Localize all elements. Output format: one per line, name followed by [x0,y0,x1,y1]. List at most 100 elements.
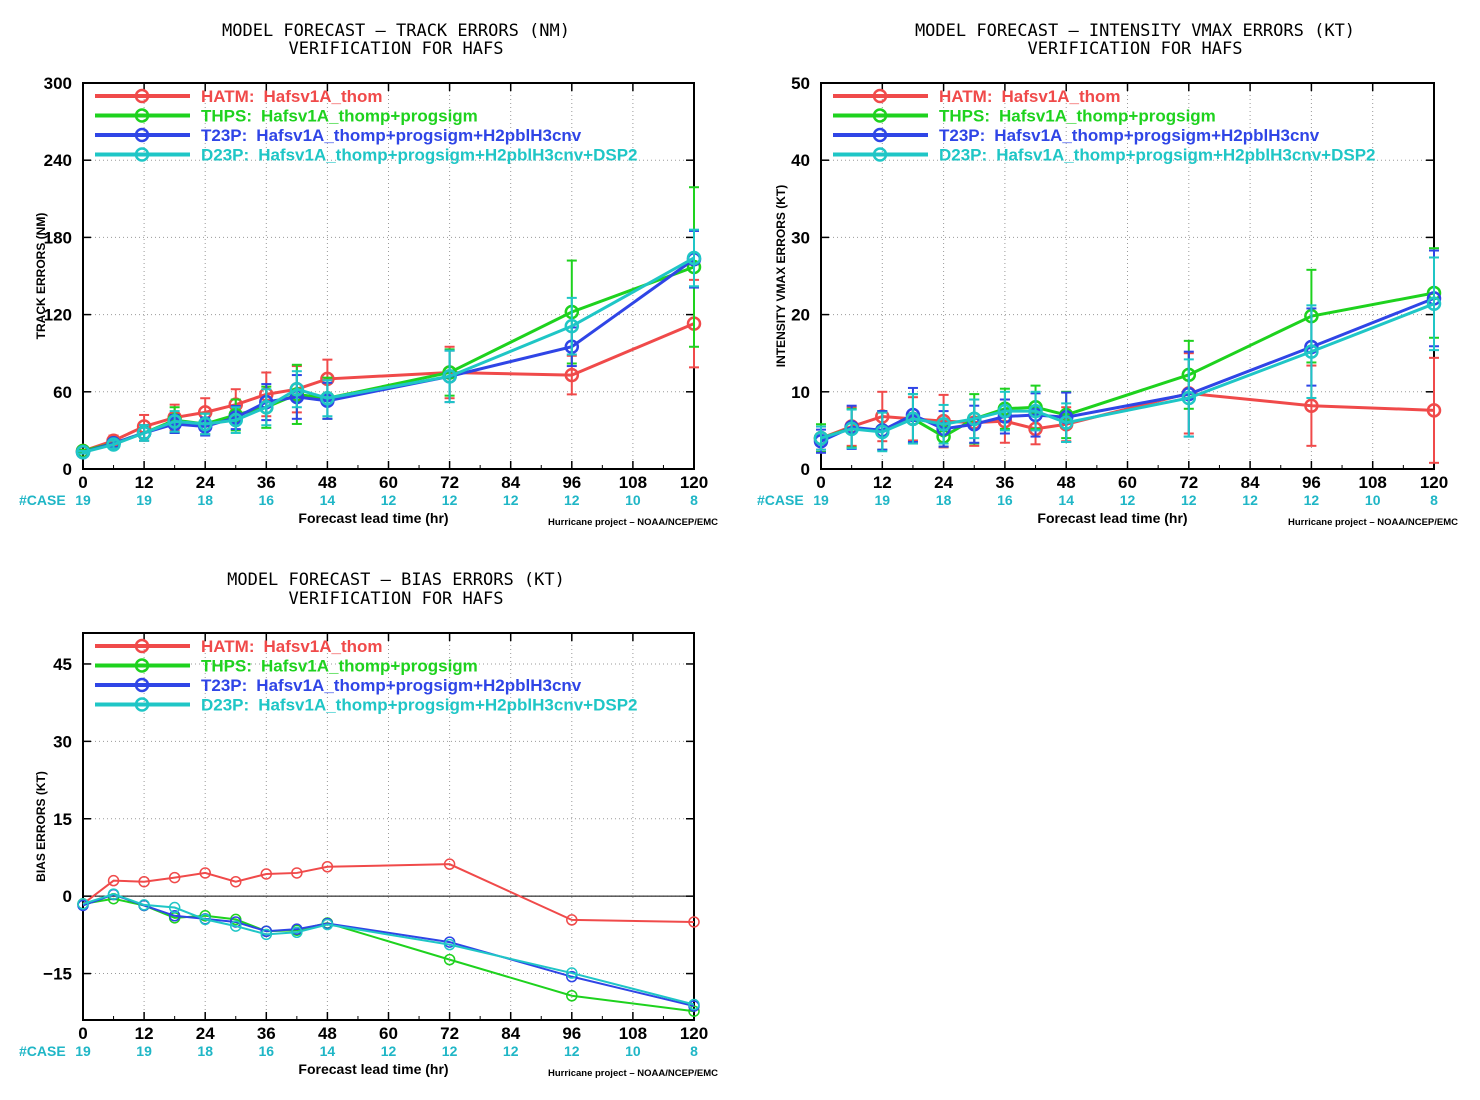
legend-code: THPS: [201,107,252,126]
data-point [688,998,700,1011]
data-point [260,925,273,937]
data-point [1426,296,1442,312]
data-point [168,901,181,914]
data-point [260,928,273,941]
y-tick-label: 30 [791,228,810,247]
legend-code: THPS: [939,107,990,126]
data-point [75,445,91,460]
x-tick-label: 48 [1057,473,1076,492]
data-point [443,938,456,951]
data-point [564,318,580,334]
y-axis-label: BIAS ERRORS (KT) [34,771,48,882]
data-point [936,416,951,432]
legend-label: Hafsv1A_thom [264,87,383,106]
legend-entry-thps: THPS: Hafsv1A_thomp+progsigm [201,657,478,676]
legend-entry-d23p: D23P: Hafsv1A_thomp+progsigm+H2pblH3cnv+D… [201,146,638,165]
x-tick-label: 0 [78,473,87,492]
chart-panel-3: MODEL FORECAST – BIAS ERRORS (KT)VERIFIC… [19,570,718,1079]
case-count: 12 [503,492,519,508]
legend-entry-d23p: D23P: Hafsv1A_thomp+progsigm+H2pblH3cnv+D… [939,146,1376,165]
y-tick-label: 240 [44,151,72,170]
x-tick-label: 12 [135,1024,154,1043]
y-tick-label: 120 [44,306,72,325]
data-point [259,399,274,415]
legend-marker [872,147,888,162]
data-point [197,416,213,432]
data-point [566,914,578,926]
legend-marker [134,677,150,693]
data-point [107,874,120,887]
series-hatm [813,352,1442,464]
case-count: 12 [442,492,458,508]
data-point [566,989,578,1002]
case-count: 12 [442,1043,458,1059]
legend-entry-d23p: D23P: Hafsv1A_thomp+progsigm+H2pblH3cnv+D… [201,696,638,715]
x-tick-label: 84 [1241,473,1260,492]
data-point [291,867,303,879]
y-tick-label: 60 [53,383,72,402]
chart-subtitle: VERIFICATION FOR HAFS [289,589,504,609]
data-point [1426,403,1442,418]
data-point [168,871,181,884]
data-point [813,430,829,446]
legend-marker [134,88,150,104]
legend-label: Hafsv1A_thom [264,637,383,656]
legend-label: Hafsv1A_thomp+progsigm+H2pblH3cnv [256,126,582,145]
case-count: 19 [875,492,891,508]
x-tick-label: 24 [934,473,953,492]
legend-code: T23P: [939,126,985,145]
legend-marker [134,658,150,673]
x-tick-label: 96 [562,1024,581,1043]
case-count: 12 [381,492,397,508]
legend-label: Hafsv1A_thomp+progsigm [261,657,478,676]
y-tick-label: −15 [43,965,72,984]
y-tick-label: 10 [791,383,810,402]
data-point [199,910,211,922]
legend-marker [134,697,150,712]
y-tick-label: 0 [63,460,72,479]
x-tick-label: 96 [1302,473,1321,492]
case-count: 12 [564,1043,580,1059]
chart-title: MODEL FORECAST – BIAS ERRORS (KT) [227,570,565,590]
legend-marker [134,638,150,654]
y-tick-label: 45 [53,655,72,674]
x-tick-label: 108 [1359,473,1387,492]
case-count: 19 [136,1043,152,1059]
y-tick-label: 180 [44,228,72,247]
legend-code: T23P: [201,126,247,145]
y-tick-label: 20 [791,306,810,325]
data-point [1028,403,1043,419]
x-tick-label: 60 [1118,473,1137,492]
case-count: 19 [813,492,829,508]
x-tick-label: 0 [816,473,825,492]
data-point [199,913,211,926]
data-point [688,916,700,928]
data-point [442,369,457,384]
legend-code: D23P: [201,146,249,165]
legend-marker [872,88,888,104]
legend-entry-thps: THPS: Hafsv1A_thomp+progsigm [939,107,1216,126]
data-point [138,875,150,888]
data-point [291,923,303,935]
legend-entry-t23p: T23P: Hafsv1A_thomp+progsigm+H2pblH3cnv [201,126,582,145]
x-tick-label: 24 [196,473,215,492]
x-tick-label: 48 [318,1024,337,1043]
data-point [1304,398,1319,413]
case-count: 19 [136,492,152,508]
series-d23p [813,256,1442,453]
data-point [138,899,150,911]
data-point [228,412,243,428]
case-count: 14 [320,1043,336,1059]
data-point [1058,415,1074,430]
legend-code: D23P: [201,696,249,715]
data-point [321,860,334,873]
legend-label: Hafsv1A_thomp+progsigm+H2pblH3cnv+DSP2 [996,146,1375,165]
data-point [291,926,303,939]
data-point [167,414,182,429]
y-axis-label: INTENSITY VMAX ERRORS (KT) [774,185,788,367]
data-point [289,381,305,397]
x-tick-label: 0 [78,1024,87,1043]
case-count: 10 [625,492,641,508]
